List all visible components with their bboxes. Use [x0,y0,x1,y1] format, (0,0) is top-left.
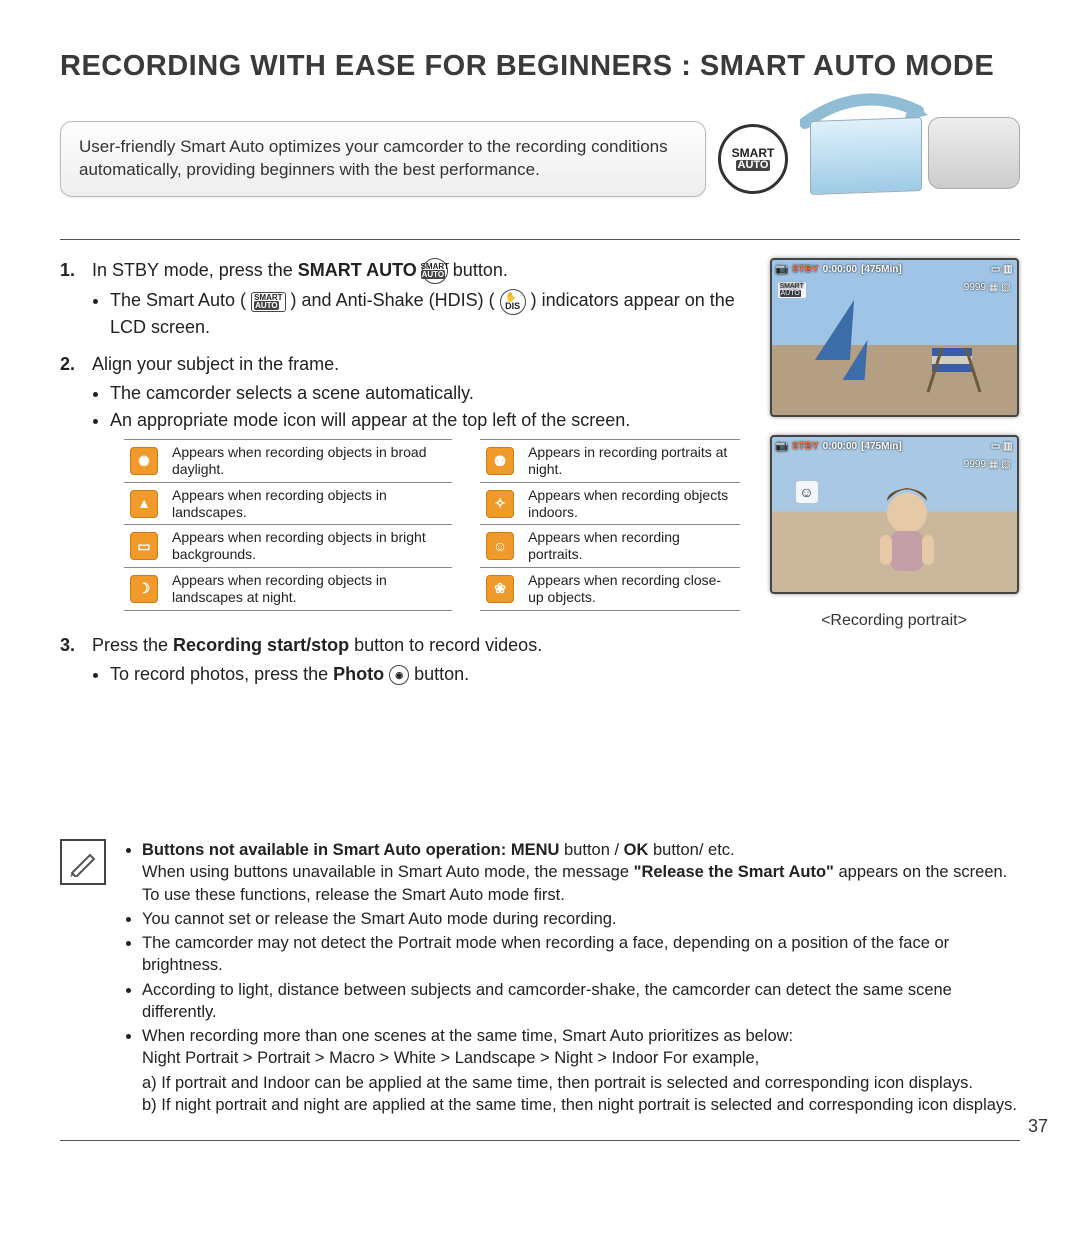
night-landscape-icon: ☽ [130,575,158,603]
step-2-b2: An appropriate mode icon will appear at … [110,408,740,433]
lcd-right-icons: ▭ ▥ [991,264,1013,275]
step-2-b1: The camcorder selects a scene automatica… [110,381,740,406]
notes-list: Buttons not available in Smart Auto oper… [120,839,1020,1118]
lcd-time: 0:00:00 [823,264,857,275]
note-sub-a: a) If portrait and Indoor can be applied… [142,1072,1020,1094]
camcorder-screen-icon [810,117,922,195]
step-1: 1. In STBY mode, press the SMART AUTO SM… [60,258,740,340]
steps-column: 1. In STBY mode, press the SMART AUTO SM… [60,258,740,699]
camera-icon: 📷 [776,441,788,452]
step-number: 3. [60,633,75,658]
note-item: According to light, distance between sub… [142,979,1020,1024]
step-2-sub: The camcorder selects a scene automatica… [110,381,740,433]
step-3-text: Press the Recording start/stop button to… [92,635,542,655]
lcd-count: 9999 [964,282,986,293]
child-portrait-icon [862,483,952,583]
page-number: 37 [1028,1116,1048,1137]
smart-auto-inline-icon: SMARTAUTO [422,258,448,284]
table-row: ❀Appears when recording close-up objects… [480,568,740,611]
scene-table-right: ⚉Appears in recording portraits at night… [480,439,740,610]
table-row: ✺Appears when recording objects in broad… [124,440,452,483]
photo-button-icon: ◉ [389,665,409,685]
lcd-preview-portrait: 📷 STBY 0:00:00 [475Min] ▭ ▥ 9999 ▦ ▧ ☺ [770,435,1019,594]
table-row: ☽Appears when recording objects in lands… [124,568,452,611]
camera-icon: 📷 [776,264,788,275]
landscape-icon: ▲ [130,490,158,518]
table-row: ☺Appears when recording portraits. [480,525,740,568]
night-portrait-icon: ⚉ [486,447,514,475]
portrait-icon: ☺ [486,532,514,560]
scene-table-left: ✺Appears when recording objects in broad… [124,439,452,610]
table-row: ▲Appears when recording objects in lands… [124,482,452,525]
lcd-topbar: 📷 STBY 0:00:00 [475Min] ▭ ▥ [776,264,1013,275]
intro-row: User-friendly Smart Auto optimizes your … [60,99,1020,219]
lcd-count: 9999 [964,459,986,470]
smart-auto-indicator-icon: SMARTAUTO [251,292,285,312]
lcd-subbar: 9999 ▦ ▧ [778,459,1011,470]
step-1-sub: The Smart Auto ( SMARTAUTO ) and Anti-Sh… [110,288,740,339]
note-item: Buttons not available in Smart Auto oper… [142,839,1020,906]
daylight-icon: ✺ [130,447,158,475]
note-subletters: a) If portrait and Indoor can be applied… [142,1072,1020,1117]
lcd-caption: <Recording portrait> [821,612,967,630]
smart-auto-tag-icon: SMARTAUTO [778,282,806,298]
smart-label: SMART [732,147,775,160]
intro-callout: User-friendly Smart Auto optimizes your … [60,121,706,197]
lcd-right-icons: ▭ ▥ [991,441,1013,452]
camcorder-illustration [800,99,1020,219]
lcd-subbar: SMARTAUTO 9999 ▦ ▧ [778,282,1011,298]
lcd-topbar: 📷 STBY 0:00:00 [475Min] ▭ ▥ [776,441,1013,452]
lcd-remain: [475Min] [861,441,902,452]
step-1-text: In STBY mode, press the SMART AUTO SMART… [92,260,508,280]
content-row: 1. In STBY mode, press the SMART AUTO SM… [60,258,1020,699]
stby-label: STBY [792,264,819,275]
stby-label: STBY [792,441,819,452]
auto-label: AUTO [736,160,771,172]
lcd-time: 0:00:00 [823,441,857,452]
note-icon [60,839,106,885]
hdis-indicator-icon: ✋DIS [500,289,526,315]
steps-list: 1. In STBY mode, press the SMART AUTO SM… [60,258,740,687]
table-row: ▭Appears when recording objects in brigh… [124,525,452,568]
notes-block: Buttons not available in Smart Auto oper… [60,839,1020,1118]
step-number: 2. [60,352,75,377]
lcd-preview-landscape: 📷 STBY 0:00:00 [475Min] ▭ ▥ SMARTAUTO 99… [770,258,1019,417]
sailboat-icon [817,300,858,365]
beach-chair-icon [924,346,984,396]
smart-auto-button-icon: SMART AUTO [718,124,788,194]
lcd-remain: [475Min] [861,264,902,275]
white-icon: ▭ [130,532,158,560]
lcd-preview-column: 📷 STBY 0:00:00 [475Min] ▭ ▥ SMARTAUTO 99… [768,258,1020,699]
portrait-mode-indicator-icon: ☺ [796,481,818,503]
step-3-sub: To record photos, press the Photo ◉ butt… [110,662,740,687]
step-3: 3. Press the Recording start/stop button… [60,633,740,687]
divider [60,239,1020,240]
camcorder-body-icon [928,117,1020,189]
step-1-bullet: The Smart Auto ( SMARTAUTO ) and Anti-Sh… [110,288,740,339]
table-row: ✧Appears when recording objects indoors. [480,482,740,525]
macro-icon: ❀ [486,575,514,603]
step-number: 1. [60,258,75,283]
page-title: RECORDING WITH EASE FOR BEGINNERS : SMAR… [60,50,1020,83]
scene-icon-tables: ✺Appears when recording objects in broad… [124,439,740,610]
step-2: 2. Align your subject in the frame. The … [60,352,740,611]
step-2-text: Align your subject in the frame. [92,354,339,374]
manual-page: RECORDING WITH EASE FOR BEGINNERS : SMAR… [0,0,1080,1235]
note-item: When recording more than one scenes at t… [142,1025,1020,1116]
bottom-divider [60,1140,1020,1141]
indoor-icon: ✧ [486,490,514,518]
note-item: You cannot set or release the Smart Auto… [142,908,1020,930]
note-item: The camcorder may not detect the Portrai… [142,932,1020,977]
table-row: ⚉Appears in recording portraits at night… [480,440,740,483]
step-3-bullet: To record photos, press the Photo ◉ butt… [110,662,740,687]
note-sub-b: b) If night portrait and night are appli… [142,1094,1020,1116]
